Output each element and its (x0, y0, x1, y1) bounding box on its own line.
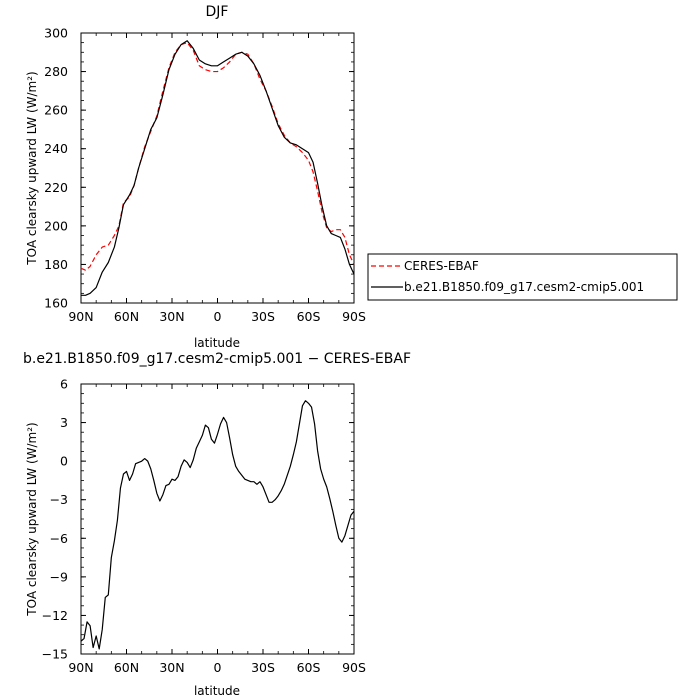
bottom-x-tick-label: 0 (214, 660, 222, 675)
top-y-tick-label: 280 (44, 64, 68, 79)
bottom-x-tick-label: 90S (342, 660, 366, 675)
top-x-tick-label: 90N (68, 309, 93, 324)
bottom-x-tick-label: 60S (297, 660, 321, 675)
bottom-series-line-0 (80, 400, 355, 650)
bottom-y-tick-label: −15 (42, 647, 68, 662)
top-x-axis-label: latitude (194, 336, 240, 350)
bottom-y-ticks: −15 −12 −9 −6 −3 0 3 6 (42, 377, 354, 662)
top-y-tick-label: 180 (44, 257, 68, 272)
legend: CERES-EBAF b.e21.B1850.f09_g17.cesm2-cmi… (367, 253, 678, 301)
top-x-tick-label: 90S (342, 309, 366, 324)
top-y-tick-label: 240 (44, 141, 68, 156)
top-series-line-1 (81, 40, 355, 296)
bottom-y-tick-label: −12 (42, 608, 68, 623)
top-plot-frame (80, 32, 355, 304)
bottom-title: b.e21.B1850.f09_g17.cesm2-cmip5.001 − CE… (23, 351, 411, 367)
top-x-tick-label: 60N (114, 309, 139, 324)
bottom-series-group (80, 400, 355, 650)
top-y-axis-label: TOA clearsky upward LW (W/m²) (25, 71, 39, 265)
top-y-tick-label: 260 (44, 103, 68, 118)
top-x-tick-label: 0 (214, 309, 222, 324)
bottom-x-tick-label: 30S (251, 660, 275, 675)
bottom-y-tick-label: 3 (60, 415, 68, 430)
top-series-group (80, 40, 355, 296)
bottom-y-tick-label: −3 (50, 492, 68, 507)
bottom-y-tick-label: 6 (60, 377, 68, 392)
top-y-tick-label: 220 (44, 180, 68, 195)
top-panel: DJF 160 180 200 220 240 260 280 300 90N 60N 30N 0 3… (25, 4, 366, 350)
top-y-tick-label: 160 (44, 296, 68, 311)
bottom-y-tick-label: −9 (50, 569, 68, 584)
bottom-x-tick-label: 60N (114, 660, 139, 675)
top-x-tick-label: 30N (159, 309, 184, 324)
top-y-ticks: 160 180 200 220 240 260 280 300 (44, 26, 354, 311)
bottom-y-tick-label: −6 (50, 531, 68, 546)
bottom-y-axis-label: TOA clearsky upward LW (W/m²) (25, 422, 39, 616)
bottom-x-axis-label: latitude (194, 684, 240, 698)
bottom-plot-frame (80, 383, 355, 655)
top-series-line-0 (80, 42, 355, 271)
legend-box (367, 253, 678, 301)
top-title: DJF (206, 4, 229, 20)
top-x-ticks: 90N 60N 30N 0 30S 60S 90S (68, 33, 366, 324)
top-y-tick-label: 300 (44, 26, 68, 41)
bottom-x-tick-label: 90N (68, 660, 93, 675)
bottom-panel: b.e21.B1850.f09_g17.cesm2-cmip5.001 − CE… (23, 351, 411, 698)
top-x-tick-label: 30S (251, 309, 275, 324)
legend-label-ceres: CERES-EBAF (404, 259, 479, 273)
legend-label-model: b.e21.B1850.f09_g17.cesm2-cmip5.001 (404, 280, 644, 294)
top-x-tick-label: 60S (297, 309, 321, 324)
bottom-y-tick-label: 0 (60, 454, 68, 469)
bottom-x-ticks: 90N 60N 30N 0 30S 60S 90S (68, 384, 366, 675)
top-y-tick-label: 200 (44, 218, 68, 233)
bottom-x-tick-label: 30N (159, 660, 184, 675)
